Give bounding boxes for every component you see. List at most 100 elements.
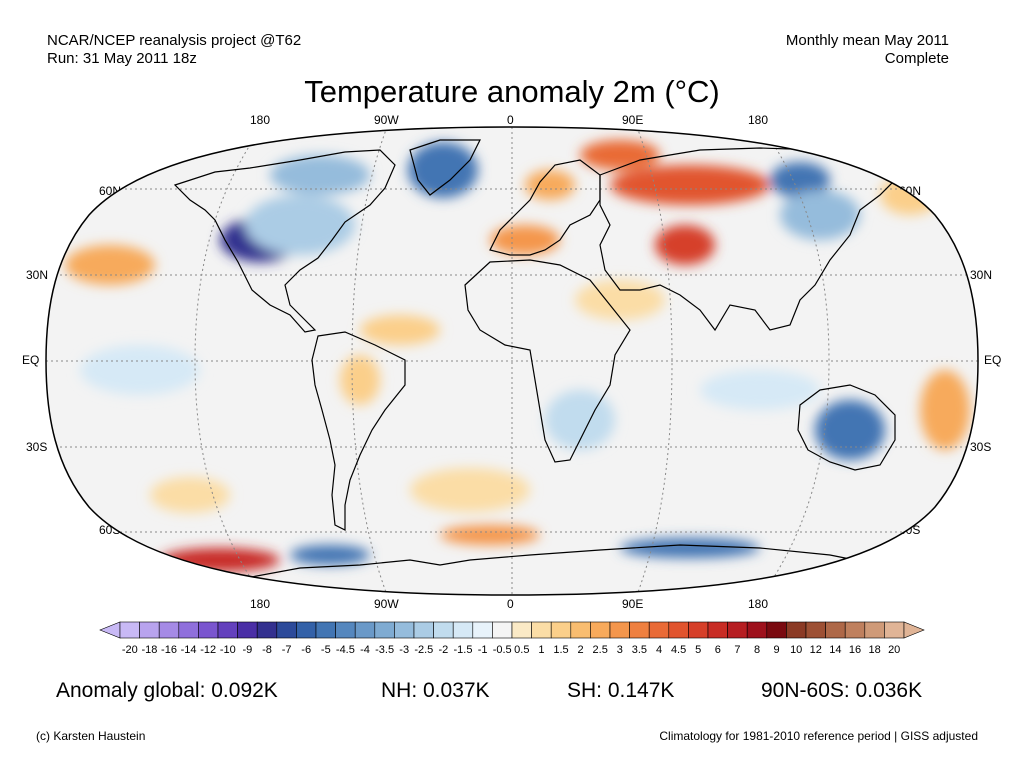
colorbar-label: -3: [399, 644, 409, 656]
colorbar-swatch: [315, 621, 336, 639]
lat-label-left: EQ: [22, 353, 40, 367]
globe-border: [45, 126, 979, 596]
nh-anomaly: NH: 0.037K: [381, 679, 490, 702]
colorbar-label: 4: [656, 644, 662, 656]
colorbar-swatch: [492, 621, 513, 639]
lon-label-bottom: 90E: [622, 597, 644, 611]
colorbar-swatch: [178, 621, 199, 639]
colorbar-swatch: [805, 621, 826, 639]
colorbar-label: 3.5: [632, 644, 647, 656]
colorbar-swatch: [472, 621, 493, 639]
colorbar-swatch: [119, 621, 140, 639]
colorbar-label: -2.5: [414, 644, 433, 656]
lat-label-right: EQ: [984, 353, 1002, 367]
lon-label-top: 90E: [622, 113, 644, 127]
colorbar-swatch: [629, 621, 650, 639]
colorbar: -20 -18 -16 -14 -12 -10 -9 -8 -7 -6 -5 -4.5 -4 -3.5 -3…: [99, 621, 925, 656]
colorbar-label: -0.5: [493, 644, 512, 656]
anomaly-northern-siberia: [610, 165, 770, 205]
colorbar-swatch: [884, 621, 905, 639]
lon-label-top: 180: [748, 113, 769, 127]
colorbar-swatch: [707, 621, 728, 639]
sh-anomaly: SH: 0.147K: [567, 679, 675, 702]
period-label: Monthly mean May 2011: [785, 32, 949, 49]
lon-label-bottom: 0: [507, 597, 514, 611]
copyright: (c) Karsten Haustein: [36, 729, 146, 743]
colorbar-swatch: [217, 621, 238, 639]
colorbar-swatch: [786, 621, 807, 639]
colorbar-swatch: [688, 621, 709, 639]
colorbar-swatch: [766, 621, 787, 639]
colorbar-label: 1.5: [553, 644, 568, 656]
colorbar-label: 2: [578, 644, 584, 656]
colorbar-label: 14: [829, 644, 841, 656]
colorbar-swatch: [335, 621, 356, 639]
anomaly-greenland: [408, 142, 478, 198]
colorbar-label: 5: [695, 644, 701, 656]
lon-label-bottom: 180: [748, 597, 769, 611]
anomaly-indian-ocean-cool: [700, 370, 820, 410]
anomaly-north-america-cool: [245, 195, 355, 255]
anomaly-atlantic-warm: [360, 315, 440, 345]
anomaly-antarctic-cold: [620, 538, 760, 558]
colorbar-label: 8: [754, 644, 760, 656]
colorbar-swatch: [433, 621, 454, 639]
colorbar-label: -20: [122, 644, 138, 656]
south-america-outline: [311, 331, 406, 531]
colorbar-swatch: [256, 621, 278, 639]
colorbar-label: -12: [200, 644, 216, 656]
colorbar-label: 18: [868, 644, 880, 656]
anomaly-south-pacific-warm: [150, 477, 230, 513]
colorbar-swatch: [296, 621, 317, 639]
colorbar-swatch: [609, 621, 630, 639]
anomaly-southern-ocean-warm: [160, 548, 280, 572]
colorbar-label: 7: [734, 644, 740, 656]
colorbar-label: 12: [810, 644, 822, 656]
colorbar-label: -7: [282, 644, 292, 656]
colorbar-label: 3: [617, 644, 623, 656]
colorbar-swatch: [394, 621, 415, 639]
colorbar-swatch: [198, 621, 219, 639]
anomaly-pacific-cool: [80, 345, 200, 395]
anomaly-arctic-russia: [580, 140, 660, 170]
global-anomaly: Anomaly global: 0.092K: [56, 679, 278, 702]
colorbar-label: 20: [888, 644, 900, 656]
graticule-line: [761, 127, 830, 595]
lon-label-top: 0: [507, 113, 514, 127]
lon-label-top: 90W: [374, 113, 399, 127]
colorbar-label: 10: [790, 644, 802, 656]
colorbar-label: 1: [538, 644, 544, 656]
anomaly-south-pacific-cold: [290, 545, 370, 565]
anomaly-tasman-warm: [920, 370, 970, 450]
colorbar-swatch: [139, 621, 160, 639]
colorbar-swatch: [844, 621, 866, 639]
colorbar-swatch: [864, 621, 885, 639]
colorbar-swatch: [727, 621, 748, 639]
colorbar-swatch: [648, 621, 670, 639]
anomaly-south-atlantic-warm: [410, 468, 530, 512]
colorbar-label: 16: [849, 644, 861, 656]
anomaly-north-pacific-warm: [65, 245, 155, 285]
graticule: [46, 127, 978, 595]
lon-label-top: 180: [250, 113, 271, 127]
colorbar-label: 9: [774, 644, 780, 656]
colorbar-label: -18: [141, 644, 157, 656]
colorbar-swatch: [452, 621, 474, 639]
band-anomaly: 90N-60S: 0.036K: [761, 679, 923, 702]
lon-label-bottom: 90W: [374, 597, 399, 611]
map-field: [46, 127, 978, 595]
anomaly-south-america-warm: [340, 355, 380, 405]
colorbar-label: -8: [262, 644, 272, 656]
anomaly-central-asia: [655, 225, 715, 265]
colorbar-swatch: [413, 621, 434, 639]
colorbar-swatch: [825, 621, 846, 639]
map-title: Temperature anomaly 2m (°C): [304, 74, 720, 109]
colorbar-arrow-left: [99, 621, 121, 639]
colorbar-label: -14: [181, 644, 197, 656]
colorbar-label: -1: [478, 644, 488, 656]
lon-label-bottom: 180: [250, 597, 271, 611]
anomaly-east-australia: [815, 400, 885, 460]
colorbar-swatch: [354, 621, 376, 639]
colorbar-label: 0.5: [514, 644, 529, 656]
